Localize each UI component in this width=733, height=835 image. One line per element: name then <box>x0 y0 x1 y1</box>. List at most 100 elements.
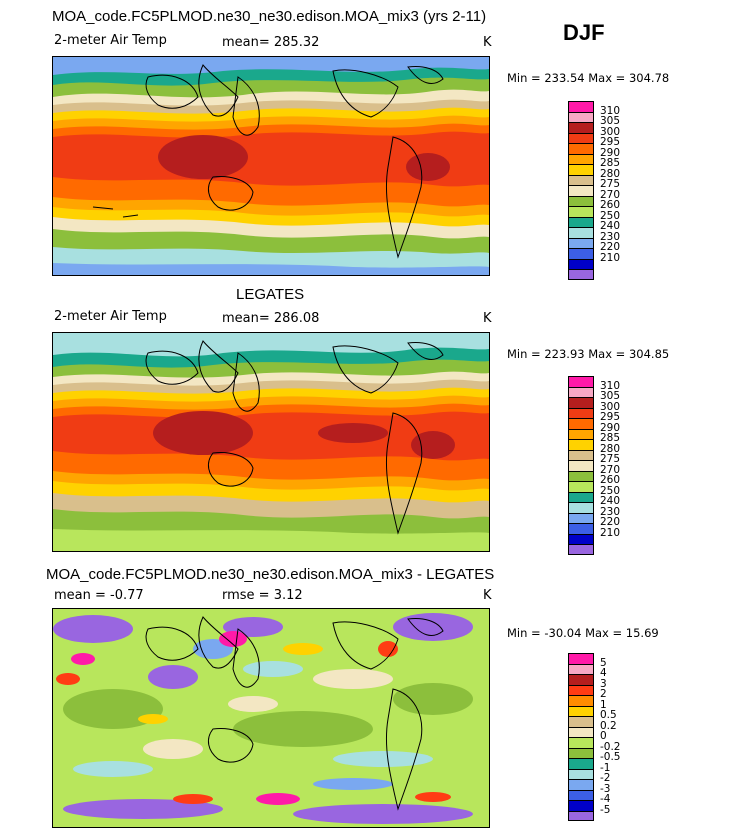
legend-swatch <box>568 747 594 758</box>
panel2-units: K <box>483 311 492 326</box>
panel2-minmax: Min = 223.93 Max = 304.85 <box>507 347 670 361</box>
panel3-map <box>52 608 490 828</box>
legend-swatch <box>568 122 594 133</box>
legend-label: 240 <box>600 220 621 232</box>
legend-label: 290 <box>600 421 621 434</box>
legend-label: 275 <box>600 453 621 465</box>
legend-label: 250 <box>600 209 621 222</box>
legend-swatch <box>568 789 594 800</box>
panel2-legend: 310 305 300 295 290 285 280 275 270 260 250 240 230 2… <box>568 376 620 555</box>
panel1-variable: 2-meter Air Temp <box>54 33 167 48</box>
panel3-legend: 5 4 3 2 1 0.5 0.2 0 -0.2 -0.5 -1 -2 -3 -4 -5 <box>568 653 621 821</box>
legend-swatch <box>568 449 594 460</box>
legend-label: -4 <box>600 793 611 805</box>
legend-swatch <box>568 153 594 164</box>
legend-label: 275 <box>600 178 621 190</box>
legend-label: 230 <box>600 505 621 518</box>
legend-label: -1 <box>600 761 611 774</box>
legend-label: 290 <box>600 146 621 159</box>
panel3-rmse: rmse = 3.12 <box>222 588 303 603</box>
legend-swatch <box>568 705 594 716</box>
legend-label: 300 <box>600 125 621 138</box>
legend-label: 270 <box>600 463 621 476</box>
legend-swatch <box>568 523 594 534</box>
legend-label: 305 <box>600 115 621 127</box>
legend-label: 285 <box>600 432 621 444</box>
legend-swatch <box>568 491 594 502</box>
legend-label: 250 <box>600 484 621 497</box>
legend-label: -0.5 <box>600 751 621 763</box>
legend-label: 2 <box>600 688 607 700</box>
legend-label: 220 <box>600 241 621 253</box>
legend-swatch <box>568 185 594 196</box>
legend-swatch <box>568 544 594 555</box>
legend-label: 280 <box>600 167 621 180</box>
panel3-units: K <box>483 588 492 603</box>
legend-label: -3 <box>600 782 611 795</box>
legend-swatch <box>568 663 594 674</box>
legend-swatch <box>568 143 594 154</box>
legend-swatch <box>568 174 594 185</box>
legend-label: 300 <box>600 400 621 413</box>
legend-swatch <box>568 237 594 248</box>
legend-label: -0.2 <box>600 740 621 753</box>
legend-swatch <box>568 206 594 217</box>
legend-swatch <box>568 418 594 429</box>
legend-swatch <box>568 376 594 387</box>
legend-swatch <box>568 695 594 706</box>
legend-label: 210 <box>600 526 621 539</box>
legend-swatch <box>568 195 594 206</box>
legend-swatch <box>568 227 594 238</box>
panel2-title: LEGATES <box>236 286 305 303</box>
panel3-mean: mean = -0.77 <box>54 588 144 603</box>
panel1-legend: 310 305 300 295 290 285 280 275 270 260 250 240 230 2… <box>568 101 620 280</box>
legend-label: 230 <box>600 230 621 243</box>
legend-swatch <box>568 653 594 664</box>
legend-swatch <box>568 248 594 259</box>
legend-swatch <box>568 726 594 737</box>
legend-label: 260 <box>600 199 621 211</box>
legend-swatch <box>568 164 594 175</box>
legend-swatch <box>568 674 594 685</box>
legend-label: 0.5 <box>600 709 617 721</box>
legend-swatch <box>568 101 594 112</box>
legend-label: 1 <box>600 698 607 711</box>
legend-swatch <box>568 428 594 439</box>
legend-label: 0 <box>600 730 607 742</box>
legend-label: 4 <box>600 667 607 679</box>
legend-swatch <box>568 439 594 450</box>
season-label: DJF <box>563 20 605 45</box>
legend-swatch <box>568 716 594 727</box>
legend-swatch <box>568 810 594 821</box>
legend-swatch <box>568 386 594 397</box>
panel1-map <box>52 56 490 276</box>
panel1-title: MOA_code.FC5PLMOD.ne30_ne30.edison.MOA_m… <box>52 8 487 25</box>
legend-swatch <box>568 216 594 227</box>
legend-swatch <box>568 768 594 779</box>
legend-label: -5 <box>600 803 611 816</box>
legend-swatch <box>568 502 594 513</box>
panel1-units: K <box>483 35 492 50</box>
legend-label: 0.2 <box>600 719 617 732</box>
legend-swatch <box>568 800 594 811</box>
legend-label: 240 <box>600 495 621 507</box>
legend-label: 295 <box>600 136 621 148</box>
legend-swatch <box>568 758 594 769</box>
panel3-minmax: Min = -30.04 Max = 15.69 <box>507 626 659 640</box>
legend-swatch <box>568 460 594 471</box>
legend-swatch <box>568 481 594 492</box>
legend-label: 3 <box>600 677 607 690</box>
legend-label: 280 <box>600 442 621 455</box>
panel2-variable: 2-meter Air Temp <box>54 309 167 324</box>
legend-label: 305 <box>600 390 621 402</box>
legend-swatch <box>568 533 594 544</box>
legend-swatch <box>568 132 594 143</box>
legend-swatch <box>568 470 594 481</box>
legend-swatch <box>568 258 594 269</box>
legend-swatch <box>568 269 594 280</box>
legend-label: 5 <box>600 656 607 669</box>
legend-swatch <box>568 111 594 122</box>
panel3-title: MOA_code.FC5PLMOD.ne30_ne30.edison.MOA_m… <box>46 566 495 583</box>
legend-swatch <box>568 407 594 418</box>
legend-swatch <box>568 512 594 523</box>
